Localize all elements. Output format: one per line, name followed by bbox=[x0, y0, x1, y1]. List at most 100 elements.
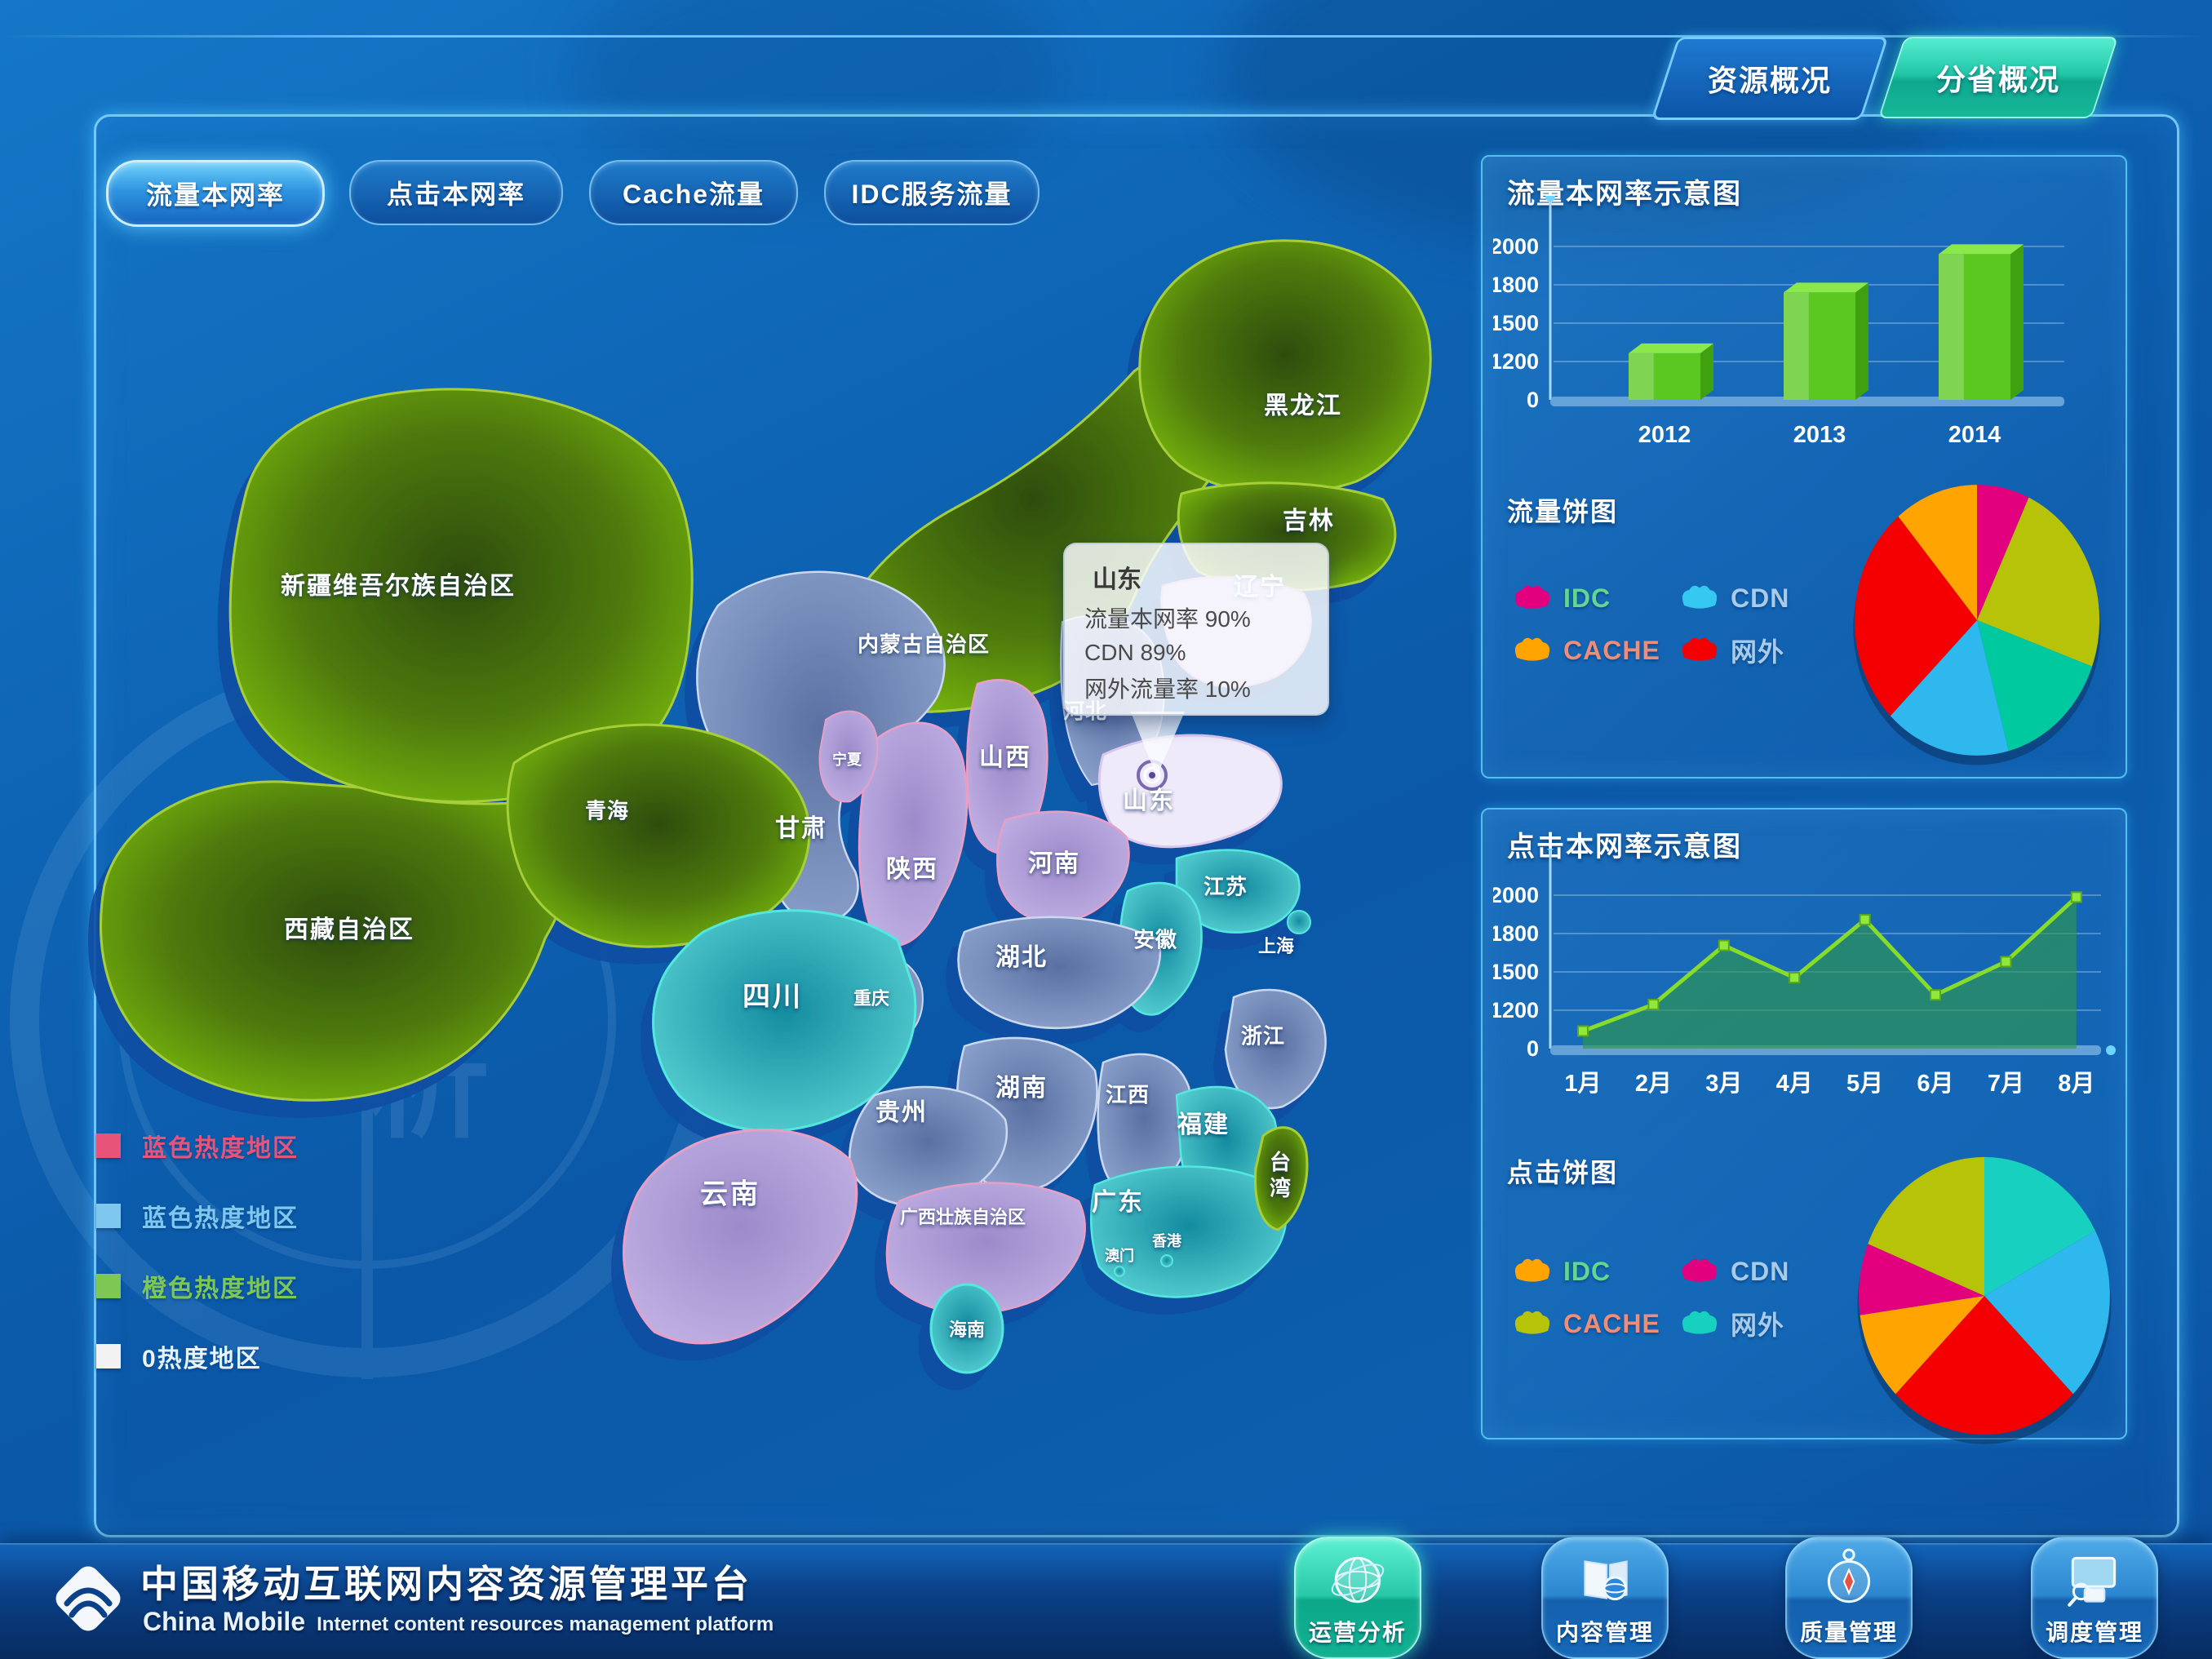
svg-text:1月: 1月 bbox=[1564, 1071, 1601, 1097]
tooltip-province: 山东 bbox=[1093, 566, 1141, 593]
filter-click-onnet-button[interactable]: 点击本网率 bbox=[349, 160, 563, 225]
filter-cache-traffic-button[interactable]: Cache流量 bbox=[589, 160, 798, 225]
legend-crown-icon bbox=[1514, 585, 1550, 609]
panel-title: 点击本网率示意图 bbox=[1507, 832, 1742, 863]
heat-swatch-icon bbox=[96, 1133, 121, 1158]
heat-legend-item: 0热度地区 bbox=[96, 1338, 299, 1374]
legend-crown-icon bbox=[1514, 1311, 1550, 1334]
legend-label: 网外 bbox=[1731, 637, 1785, 667]
tooltip-metric: 网外流量率 10% bbox=[1084, 676, 1251, 702]
bar-chart: 0 1200 1500 1800 2000 2012 2013 2014 bbox=[1493, 196, 2064, 448]
svg-text:2000: 2000 bbox=[1493, 234, 1539, 259]
pie-legend-item: IDC bbox=[1511, 581, 1678, 615]
svg-text:0: 0 bbox=[1527, 388, 1539, 412]
pie-legend-item: IDC bbox=[1511, 1254, 1678, 1289]
nav-label: 调度管理 bbox=[2045, 1620, 2143, 1645]
svg-text:2013: 2013 bbox=[1793, 422, 1846, 448]
province-ningxia[interactable] bbox=[818, 710, 879, 803]
svg-text:0: 0 bbox=[1527, 1036, 1539, 1061]
pie-legend-item: CDN bbox=[1678, 581, 1846, 615]
svg-text:1500: 1500 bbox=[1493, 311, 1539, 335]
province-henan[interactable] bbox=[996, 810, 1130, 924]
content-folder-icon bbox=[1584, 1560, 1628, 1601]
province-guangxi[interactable] bbox=[885, 1182, 1086, 1315]
svg-text:1800: 1800 bbox=[1493, 273, 1539, 297]
svg-text:8月: 8月 bbox=[2058, 1071, 2095, 1097]
filter-label: IDC服务流量 bbox=[851, 180, 1013, 209]
heat-legend-label: 橙色热度地区 bbox=[142, 1275, 299, 1302]
tooltip-metric: CDN 89% bbox=[1084, 640, 1186, 665]
province-shaanxi[interactable] bbox=[858, 721, 969, 947]
legend-label: CDN bbox=[1731, 1256, 1790, 1286]
legend-label: CACHE bbox=[1563, 635, 1660, 665]
svg-text:2000: 2000 bbox=[1493, 883, 1539, 907]
province-shanghai[interactable] bbox=[1287, 910, 1311, 934]
heat-legend-label: 0热度地区 bbox=[142, 1346, 262, 1373]
pie-legend-item: CACHE bbox=[1511, 1306, 1678, 1341]
filter-traffic-onnet-button[interactable]: 流量本网率 bbox=[106, 160, 325, 227]
svg-text:1500: 1500 bbox=[1493, 960, 1539, 984]
heat-swatch-icon bbox=[96, 1344, 121, 1368]
legend-label: CACHE bbox=[1563, 1308, 1660, 1338]
svg-text:1800: 1800 bbox=[1493, 921, 1539, 946]
pie-legend-item: 网外 bbox=[1678, 633, 1846, 668]
svg-text:7月: 7月 bbox=[1988, 1071, 2024, 1097]
footer-brand-rest: Internet content resources management pl… bbox=[317, 1613, 774, 1635]
pie-legend-item: CDN bbox=[1678, 1254, 1846, 1289]
tooltip-metric: 流量本网率 90% bbox=[1084, 606, 1251, 632]
pie-legend-item: CACHE bbox=[1511, 633, 1678, 668]
province-shandong[interactable] bbox=[1097, 734, 1283, 849]
province-qinghai[interactable] bbox=[506, 723, 811, 948]
filter-label: 点击本网率 bbox=[386, 180, 525, 209]
nav-quality-management-button[interactable]: 质量管理 bbox=[1785, 1537, 1913, 1659]
panel-click-onnet: 点击本网率示意图 点击饼图 IDC CDN CACHE 网外 bbox=[1481, 808, 2127, 1439]
legend-crown-icon bbox=[1514, 1258, 1550, 1282]
line-chart: 0 1200 1500 1800 2000 1月 2月 3月 4月 5月 6月 7月 8月 bbox=[1493, 849, 2116, 1097]
filter-idc-service-button[interactable]: IDC服务流量 bbox=[824, 160, 1040, 225]
main-content-frame bbox=[94, 114, 2179, 1537]
svg-text:5月: 5月 bbox=[1846, 1071, 1883, 1097]
province-xizang[interactable] bbox=[100, 780, 578, 1102]
province-hubei[interactable] bbox=[957, 916, 1162, 1030]
province-xinjiang[interactable] bbox=[228, 388, 694, 803]
province-taiwan[interactable] bbox=[1253, 1126, 1309, 1231]
traffic-pie-chart bbox=[1853, 485, 2101, 765]
legend-crown-icon bbox=[1682, 637, 1718, 661]
nav-dispatch-management-button[interactable]: 调度管理 bbox=[2031, 1537, 2158, 1659]
map-tooltip: 山东 流量本网率 90% CDN 89% 网外流量率 10% bbox=[1063, 543, 1329, 716]
legend-label: IDC bbox=[1563, 1256, 1611, 1286]
filter-label: 流量本网率 bbox=[145, 180, 285, 210]
province-hongkong[interactable] bbox=[1160, 1254, 1173, 1267]
compass-icon bbox=[1827, 1548, 1871, 1604]
province-macau[interactable] bbox=[1114, 1266, 1125, 1277]
top-glow-line bbox=[0, 35, 2212, 38]
svg-text:2月: 2月 bbox=[1635, 1071, 1672, 1097]
svg-text:1200: 1200 bbox=[1493, 349, 1539, 374]
svg-text:3月: 3月 bbox=[1705, 1071, 1742, 1097]
nav-operation-analysis-button[interactable]: 运营分析 bbox=[1294, 1537, 1421, 1659]
province-heilongjiang[interactable] bbox=[1138, 239, 1432, 495]
click-pie-chart bbox=[1857, 1156, 2112, 1444]
heat-swatch-icon bbox=[96, 1204, 121, 1228]
heat-swatch-icon bbox=[96, 1274, 121, 1298]
province-sichuan[interactable] bbox=[652, 909, 917, 1133]
legend-crown-icon bbox=[1682, 585, 1718, 609]
legend-crown-icon bbox=[1682, 1258, 1718, 1282]
svg-text:4月: 4月 bbox=[1776, 1071, 1813, 1097]
svg-text:1200: 1200 bbox=[1493, 998, 1539, 1022]
footer-subtitle: China Mobile Internet content resources m… bbox=[143, 1607, 774, 1637]
pie-title: 点击饼图 bbox=[1507, 1158, 1619, 1187]
nav-content-management-button[interactable]: 内容管理 bbox=[1541, 1537, 1669, 1659]
footer-title: 中国移动互联网内容资源管理平台 bbox=[140, 1563, 752, 1605]
svg-text:2012: 2012 bbox=[1638, 422, 1691, 448]
province-hainan[interactable] bbox=[929, 1283, 1004, 1374]
legend-label: CDN bbox=[1731, 583, 1790, 613]
footer-brand: China Mobile bbox=[143, 1607, 306, 1636]
panel-title: 流量本网率示意图 bbox=[1507, 179, 1742, 210]
legend-crown-icon bbox=[1514, 637, 1550, 661]
province-yunnan[interactable] bbox=[623, 1129, 858, 1345]
province-guangdong[interactable] bbox=[1090, 1165, 1288, 1298]
pie-title: 流量饼图 bbox=[1507, 497, 1619, 526]
